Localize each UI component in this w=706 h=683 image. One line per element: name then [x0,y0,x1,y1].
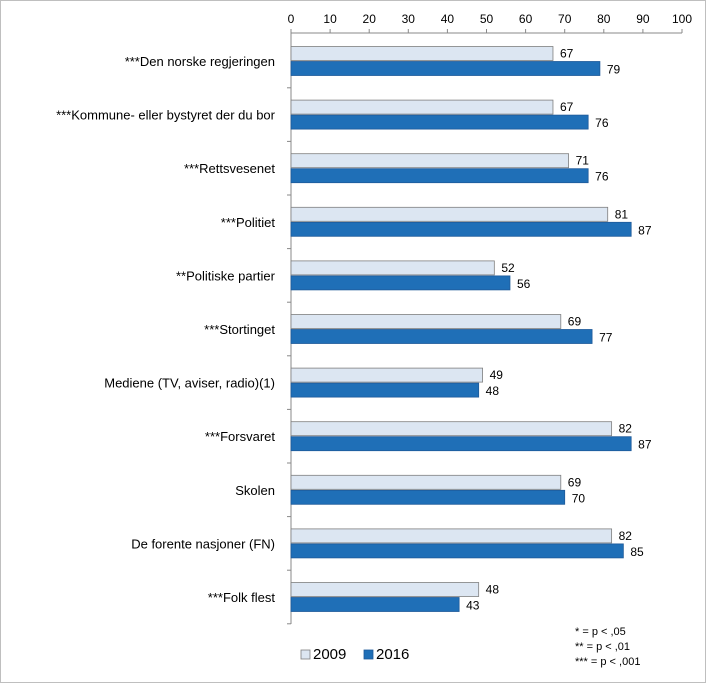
bar-2016-3 [290,221,632,237]
value-label-2009-10: 48 [486,583,500,597]
x-tick-label-6: 60 [519,12,533,26]
bar-2009-0 [290,46,554,61]
value-label-2009-7: 82 [619,422,633,436]
category-label-5: ***Stortinget [204,322,275,337]
value-label-2009-3: 81 [615,207,629,221]
x-tick-label-0: 0 [288,12,295,26]
category-label-8: Skolen [235,483,275,498]
value-label-2016-5: 77 [599,331,613,345]
category-label-6: Mediene (TV, aviser, radio)(1) [104,376,275,391]
value-label-2009-0: 67 [560,47,574,61]
category-label-7: ***Forsvaret [205,429,275,444]
bar-2009-9 [290,528,613,544]
value-label-2016-10: 43 [466,599,480,613]
bar-2009-3 [290,206,609,222]
value-label-2016-6: 48 [486,384,500,398]
bar-2016-0 [290,61,601,76]
x-tick-label-3: 30 [402,12,416,26]
category-label-4: **Politiske partier [176,268,276,283]
bar-2016-4 [290,275,511,291]
bar-2016-5 [290,329,593,344]
category-label-10: ***Folk flest [208,590,276,605]
category-label-2: ***Rettsvesenet [184,161,275,176]
value-label-2009-2: 71 [576,154,590,168]
bar-2016-6 [290,382,480,398]
significance-notes: * = p < ,05 ** = p < ,01 *** = p < ,001 [575,626,640,668]
significance-note-1: ** = p < ,01 [575,641,630,653]
legend-label-2009: 2009 [313,646,346,663]
bar-2016-8 [290,489,566,505]
significance-note-2: *** = p < ,001 [575,656,640,668]
value-label-2009-4: 52 [501,261,515,275]
bars [290,46,632,612]
x-axis-ticks: 0 10 20 30 40 50 60 70 80 90 100 [288,12,692,33]
x-tick-label-10: 100 [672,12,692,26]
value-label-2009-5: 69 [568,315,582,329]
value-label-2016-0: 79 [607,63,621,77]
significance-note-0: * = p < ,05 [575,626,626,638]
category-label-0: ***Den norske regjeringen [125,54,275,69]
x-tick-label-1: 10 [323,12,337,26]
value-label-2009-8: 69 [568,475,582,489]
value-label-2009-6: 49 [490,368,504,382]
bar-2009-10 [290,582,480,597]
value-label-2016-3: 87 [638,223,652,237]
bar-2016-10 [290,597,460,612]
legend: 2009 2016 [300,646,409,663]
value-label-2016-1: 76 [595,116,609,130]
category-label-1: ***Kommune- eller bystyret der du bor [56,108,276,123]
bar-2016-2 [290,168,589,184]
x-tick-label-7: 70 [558,12,572,26]
legend-swatch-2016 [363,649,374,660]
bar-2009-4 [290,260,495,276]
x-tick-label-4: 40 [441,12,455,26]
value-label-2016-4: 56 [517,277,531,291]
x-tick-label-8: 80 [597,12,611,26]
x-tick-label-5: 50 [480,12,494,26]
bar-2009-8 [290,474,562,490]
category-label-9: De forente nasjoner (FN) [131,536,275,551]
category-label-3: ***Politiet [221,215,276,230]
value-label-2016-2: 76 [595,170,609,184]
bar-2009-6 [290,367,483,383]
bar-2016-9 [290,543,624,559]
legend-swatch-2009 [300,649,311,660]
value-label-2016-7: 87 [638,438,652,452]
bar-2009-5 [290,314,562,329]
bar-2016-7 [290,436,632,452]
legend-label-2016: 2016 [376,646,409,663]
category-labels: ***Den norske regjeringen ***Kommune- ell… [56,54,276,605]
value-label-2009-9: 82 [619,529,633,543]
value-label-2009-1: 67 [560,100,574,114]
bar-2009-7 [290,421,613,437]
value-label-2016-9: 85 [630,545,644,559]
bar-2016-1 [290,114,589,130]
bar-2009-1 [290,99,554,115]
value-label-2016-8: 70 [572,491,586,505]
x-tick-label-9: 90 [636,12,650,26]
x-tick-label-2: 20 [363,12,377,26]
bar-2009-2 [290,153,570,169]
